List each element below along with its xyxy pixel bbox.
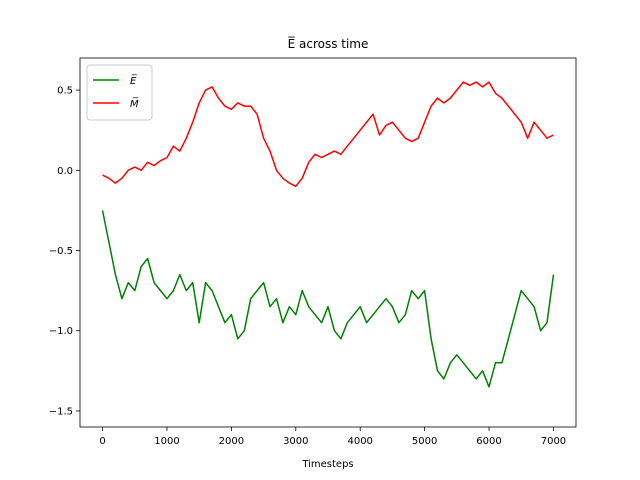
legend-label-m-mean: M̅ — [130, 97, 139, 110]
x-tick-label: 2000 — [219, 436, 244, 447]
x-tick-label: 4000 — [347, 436, 372, 447]
series-layer — [101, 81, 555, 388]
x-tick-label: 5000 — [412, 436, 437, 447]
x-tick-label: 3000 — [283, 436, 308, 447]
x-tick-label: 6000 — [476, 436, 501, 447]
series-line-e-mean — [101, 210, 555, 388]
plot-area — [80, 58, 576, 427]
x-tick-label: 0 — [99, 436, 105, 447]
tick-layer: 0 1000 2000 3000 4000 5000 6000 7000 −1.5 −1.0 −0.… — [49, 86, 566, 447]
series-line-m-mean — [102, 81, 554, 188]
axes-frame — [79, 57, 577, 428]
y-tick-label: −1.5 — [49, 406, 73, 417]
legend-box — [86, 64, 153, 121]
y-tick-label: 0.5 — [57, 86, 73, 97]
x-tick-label: 7000 — [541, 436, 566, 447]
chart-title: E̅ across time — [288, 36, 369, 51]
legend-label-e-mean: E̅ — [130, 74, 138, 87]
y-tick-label: 0.0 — [57, 166, 73, 177]
y-tick-label: −1.0 — [49, 326, 73, 337]
legend: E̅ M̅ — [86, 64, 153, 121]
x-axis-label: Timesteps — [301, 459, 353, 470]
x-tick-label: 1000 — [154, 436, 179, 447]
y-tick-label: −0.5 — [49, 246, 73, 257]
